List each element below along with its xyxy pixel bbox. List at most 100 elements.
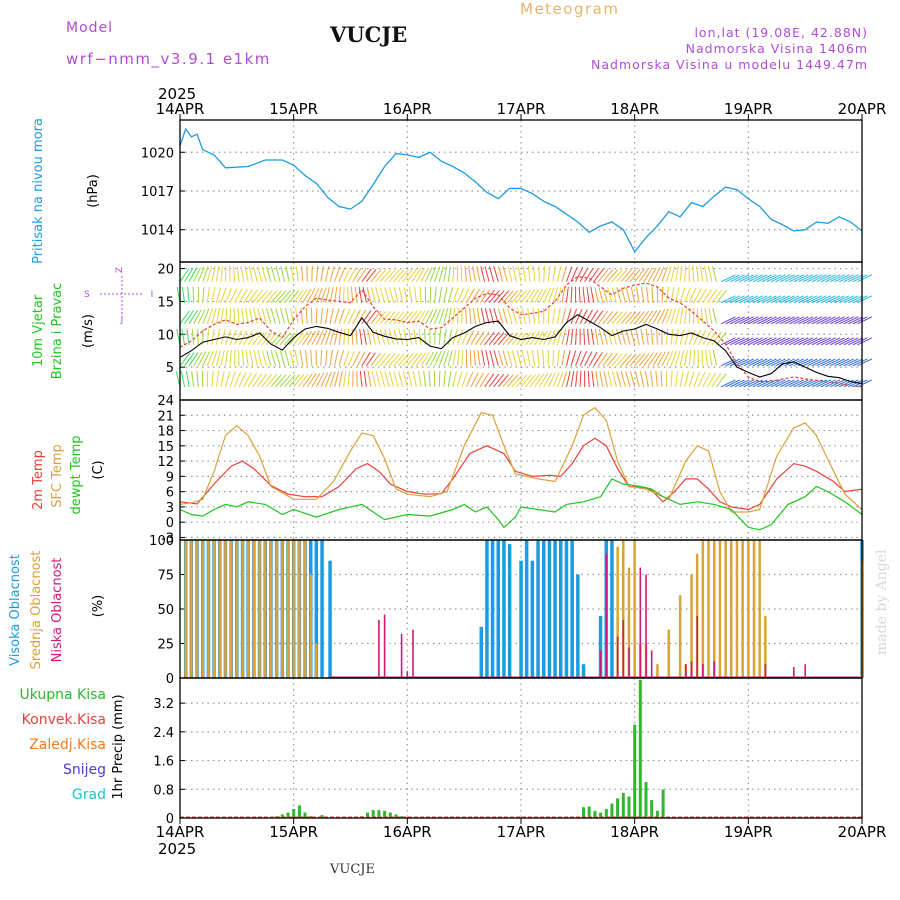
wind-arrow	[684, 265, 686, 282]
wind-arrow	[579, 267, 589, 282]
wind-arrow	[743, 295, 759, 304]
wind-arrow	[696, 265, 699, 282]
legend-cloud-high: Visoka Oblacnost	[8, 554, 23, 666]
wind-arrow	[706, 372, 717, 388]
wind-arrow	[611, 269, 623, 283]
wind-arrow	[456, 307, 459, 324]
wind-arrow	[811, 379, 827, 388]
wind-arrow	[288, 289, 300, 304]
wind-arrow	[816, 274, 832, 283]
wind-arrow	[256, 290, 268, 304]
wind-arrow	[701, 349, 704, 366]
wind-arrow	[556, 371, 564, 388]
product-title: Meteogram	[520, 0, 620, 18]
wind-arrow	[370, 287, 376, 303]
wind-arrow	[575, 308, 583, 324]
x-tick-label-top: 19APR	[724, 100, 773, 118]
wind-arrow	[375, 287, 381, 303]
low-cloud-bar	[400, 633, 403, 678]
wind-arrow	[543, 265, 545, 282]
footer-station: VUCJE	[330, 862, 375, 877]
unit-wind: (m/s)	[81, 314, 96, 348]
wind-arrow	[306, 330, 316, 346]
wind-arrow	[411, 268, 422, 282]
temp-2m-line	[179, 437, 863, 511]
wind-arrow	[484, 308, 490, 324]
wind-arrow	[734, 295, 750, 304]
wind-arrow	[359, 328, 363, 345]
wind-arrow	[712, 350, 717, 366]
wind-arrow	[816, 379, 832, 388]
wind-arrow	[302, 288, 312, 303]
wind-arrow	[684, 329, 690, 345]
wind-arrow	[434, 308, 441, 324]
wind-arrow	[565, 350, 571, 366]
wind-arrow	[297, 373, 309, 388]
y-tick-label: 0	[166, 812, 174, 827]
wind-arrow	[397, 311, 409, 325]
wind-arrow	[552, 329, 559, 345]
wind-arrow	[295, 265, 299, 282]
wind-arrow	[498, 350, 504, 366]
wind-arrow	[485, 350, 490, 366]
wind-arrow	[775, 358, 791, 367]
wind-arrow	[656, 328, 658, 345]
mid-cloud-bar	[212, 540, 216, 678]
wind-arrow	[811, 274, 827, 283]
wind-arrow	[820, 337, 836, 346]
wind-arrow	[398, 287, 404, 303]
precip-bar	[309, 816, 313, 818]
panel-frame	[179, 399, 863, 541]
wind-arrow	[834, 316, 850, 325]
wind-arrow	[456, 349, 460, 366]
legend-wind-2: Brzina i Pravac	[50, 283, 65, 380]
wind-arrow	[284, 290, 296, 304]
wind-arrow	[852, 316, 868, 325]
wind-arrow	[352, 309, 361, 325]
wind-arrow	[211, 328, 215, 345]
wind-arrow	[516, 332, 528, 346]
wind-arrow	[461, 349, 464, 366]
wind-arrow	[739, 316, 754, 325]
wind-arrow	[443, 350, 450, 366]
wind-arrow	[655, 370, 658, 387]
wind-arrow	[367, 329, 372, 345]
wind-arrow	[784, 379, 800, 388]
wind-arrow	[388, 329, 395, 345]
wind-arrow	[187, 286, 190, 303]
wind-arrow	[215, 307, 221, 324]
low-cloud-bar	[406, 671, 409, 678]
mid-cloud-bar	[747, 540, 750, 678]
wind-arrow	[347, 286, 349, 303]
wind-arrow	[443, 308, 449, 324]
wind-arrow	[315, 265, 319, 282]
wind-arrow	[852, 358, 868, 367]
wind-arrow	[358, 286, 363, 303]
wind-arrow	[766, 379, 782, 388]
high-cloud-bar	[314, 540, 319, 678]
wind-arrow	[279, 374, 291, 388]
wind-arrow	[789, 295, 804, 304]
wind-arrow	[343, 350, 350, 366]
wind-arrow	[334, 266, 341, 282]
wind-arrow	[452, 371, 457, 387]
mid-cloud-bar	[707, 540, 710, 678]
wind-arrow	[297, 331, 309, 346]
wind-arrow	[616, 353, 628, 367]
high-cloud-bar	[479, 626, 483, 678]
wind-arrow	[757, 274, 773, 283]
high-cloud-bar	[581, 664, 586, 678]
wind-arrow	[587, 328, 590, 345]
wind-arrow	[526, 350, 531, 366]
wind-arrow	[739, 379, 754, 388]
legend-pressure: Pritisak na nivou mora	[31, 118, 46, 264]
wind-arrow	[587, 370, 590, 387]
wind-arrow	[252, 289, 263, 304]
wind-arrow	[253, 308, 258, 324]
wind-arrow	[520, 374, 532, 388]
wind-arrow	[403, 287, 408, 303]
wind-arrow	[285, 265, 290, 282]
wind-arrow	[578, 286, 581, 303]
wind-arrow	[452, 265, 455, 282]
precip-bar	[616, 798, 620, 818]
